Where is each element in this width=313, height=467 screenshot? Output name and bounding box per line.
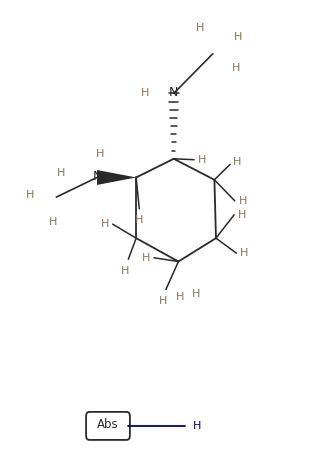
Text: H: H (176, 291, 184, 302)
Text: H: H (96, 149, 104, 159)
Text: H: H (135, 215, 143, 226)
Text: H: H (159, 296, 167, 306)
Text: H: H (101, 219, 109, 229)
Text: H: H (232, 63, 240, 73)
Text: H: H (233, 157, 241, 167)
Text: H: H (198, 155, 206, 165)
Polygon shape (97, 170, 136, 185)
Text: Abs: Abs (97, 418, 119, 432)
Text: H: H (240, 248, 248, 258)
Text: H: H (121, 266, 129, 276)
Text: H: H (192, 421, 201, 431)
FancyBboxPatch shape (86, 412, 130, 440)
Text: H: H (26, 190, 34, 200)
Text: H: H (234, 32, 242, 42)
Text: N: N (169, 86, 178, 99)
Text: H: H (141, 88, 150, 99)
Text: H: H (238, 210, 246, 220)
Text: H: H (49, 217, 57, 227)
Text: H: H (239, 196, 247, 206)
Text: H: H (57, 168, 65, 178)
Text: H: H (142, 253, 150, 263)
Text: H: H (192, 289, 200, 299)
Text: N: N (92, 170, 102, 183)
Text: H: H (196, 23, 204, 33)
